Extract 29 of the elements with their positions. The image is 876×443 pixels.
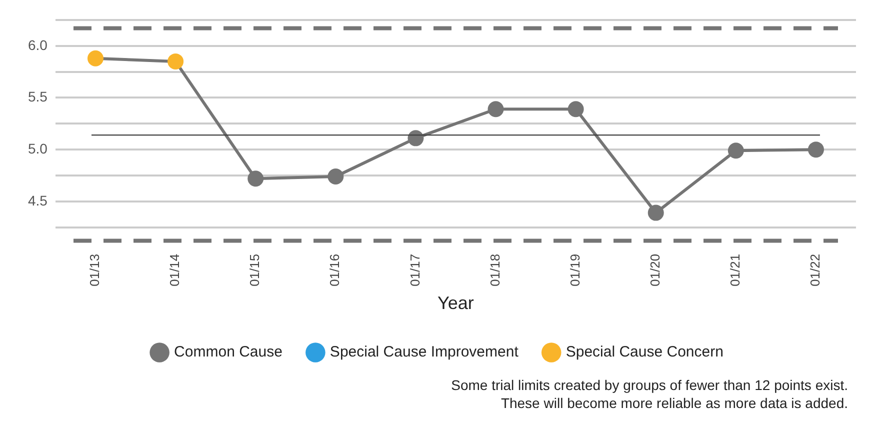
legend-label: Special Cause Concern: [566, 344, 724, 361]
point: [648, 204, 664, 221]
x-tick-label: 01/13: [87, 254, 102, 286]
x-tick-label: 01/17: [407, 254, 422, 286]
point: [568, 101, 584, 118]
x-tick-label: 01/21: [727, 254, 742, 286]
legend-label: Common Cause: [174, 344, 282, 361]
legend-label: Special Cause Improvement: [330, 344, 520, 361]
x-tick-label: 01/14: [167, 254, 182, 286]
point: [728, 142, 744, 159]
y-tick-label: 6.0: [28, 36, 48, 53]
point: [488, 101, 504, 118]
point: [328, 168, 344, 185]
y-tick-label: 5.5: [28, 88, 48, 105]
x-tick-label: 01/19: [567, 254, 582, 286]
point: [408, 130, 424, 146]
point: [168, 53, 184, 70]
x-tick-label: 01/22: [808, 254, 823, 286]
point: [808, 142, 824, 158]
point: [87, 50, 104, 66]
x-tick-label: 01/15: [247, 254, 262, 286]
point: [248, 170, 264, 187]
text: Some trial limits created by groups of fewer than 12 points exist. These will become more reliable as more data is added.: [451, 376, 848, 412]
y-tick-label: 5.0: [28, 140, 48, 156]
x-tick-label: 01/16: [327, 254, 342, 286]
y-tick-label: 4.5: [28, 192, 48, 208]
x-axis-title: Year: [438, 293, 474, 314]
x-tick-label: 01/18: [487, 254, 502, 286]
x-tick-label: 01/20: [647, 254, 662, 286]
